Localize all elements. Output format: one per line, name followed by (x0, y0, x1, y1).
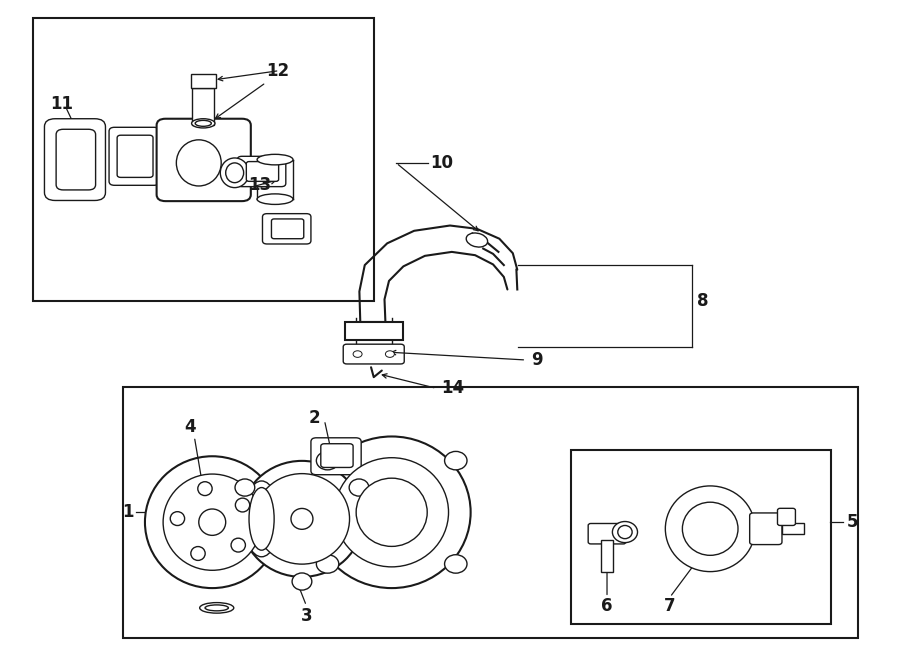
FancyBboxPatch shape (247, 162, 279, 181)
Ellipse shape (317, 451, 338, 470)
Text: 7: 7 (664, 597, 676, 615)
Ellipse shape (445, 555, 467, 573)
Ellipse shape (235, 479, 255, 496)
Text: 8: 8 (697, 293, 708, 310)
Ellipse shape (466, 233, 488, 247)
Ellipse shape (257, 194, 293, 205)
Ellipse shape (682, 502, 738, 555)
FancyBboxPatch shape (343, 344, 404, 364)
Ellipse shape (195, 120, 212, 126)
Text: 6: 6 (601, 597, 613, 615)
Ellipse shape (349, 479, 369, 496)
Ellipse shape (612, 522, 637, 543)
Text: 12: 12 (266, 62, 289, 79)
Ellipse shape (445, 451, 467, 470)
Text: 9: 9 (531, 351, 543, 369)
Bar (122, 387, 859, 638)
FancyBboxPatch shape (44, 118, 105, 201)
FancyBboxPatch shape (750, 513, 782, 545)
Circle shape (353, 351, 362, 357)
Ellipse shape (292, 573, 311, 590)
Bar (191, 74, 216, 89)
Bar (572, 449, 832, 624)
FancyBboxPatch shape (109, 127, 159, 185)
Bar (345, 322, 403, 340)
Ellipse shape (220, 158, 249, 187)
Ellipse shape (191, 547, 205, 561)
Text: 5: 5 (847, 513, 858, 531)
Ellipse shape (249, 488, 274, 550)
FancyBboxPatch shape (56, 129, 95, 190)
Text: 1: 1 (122, 503, 134, 521)
Bar (600, 540, 613, 571)
FancyBboxPatch shape (157, 118, 251, 201)
Ellipse shape (291, 508, 313, 530)
Ellipse shape (226, 163, 244, 183)
Text: 14: 14 (441, 379, 464, 397)
Ellipse shape (241, 461, 363, 577)
Bar (32, 18, 374, 301)
Ellipse shape (617, 526, 632, 539)
Ellipse shape (205, 605, 229, 611)
Text: 3: 3 (301, 607, 312, 625)
Ellipse shape (198, 482, 212, 496)
Ellipse shape (200, 602, 234, 613)
FancyBboxPatch shape (272, 219, 304, 239)
Ellipse shape (231, 538, 246, 552)
Ellipse shape (317, 555, 338, 573)
Ellipse shape (244, 481, 280, 557)
Text: 10: 10 (430, 154, 454, 172)
FancyBboxPatch shape (778, 508, 796, 526)
FancyBboxPatch shape (310, 438, 361, 475)
Text: 11: 11 (50, 95, 73, 113)
FancyBboxPatch shape (589, 524, 626, 544)
FancyBboxPatch shape (238, 156, 286, 187)
Ellipse shape (236, 498, 249, 512)
Text: 2: 2 (309, 409, 320, 427)
FancyBboxPatch shape (263, 214, 310, 244)
Bar (782, 524, 805, 534)
Ellipse shape (199, 509, 226, 536)
Ellipse shape (312, 436, 471, 588)
FancyBboxPatch shape (117, 135, 153, 177)
Ellipse shape (257, 154, 293, 165)
Circle shape (385, 351, 394, 357)
Ellipse shape (665, 486, 755, 571)
Ellipse shape (192, 118, 215, 128)
FancyBboxPatch shape (320, 444, 353, 467)
Ellipse shape (163, 474, 261, 570)
Ellipse shape (176, 140, 221, 186)
Ellipse shape (356, 478, 428, 546)
Bar (193, 89, 214, 124)
Text: 13: 13 (248, 175, 271, 194)
Ellipse shape (335, 457, 448, 567)
Ellipse shape (145, 456, 280, 588)
Ellipse shape (170, 512, 184, 526)
Text: 4: 4 (184, 418, 195, 436)
Ellipse shape (255, 473, 349, 564)
